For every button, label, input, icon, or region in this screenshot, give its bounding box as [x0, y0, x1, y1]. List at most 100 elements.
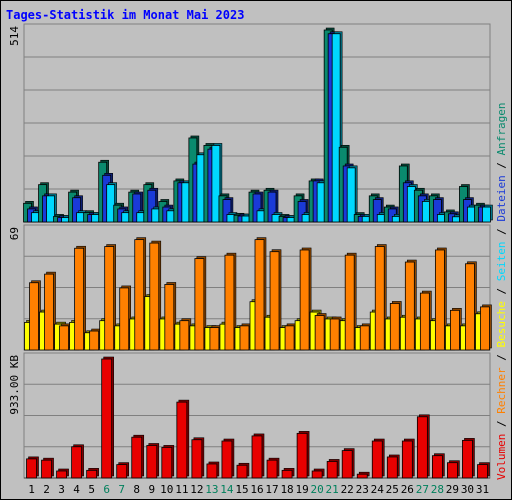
legend-entry-besuche: Besuche	[495, 301, 508, 347]
bar-volumen-day-3	[56, 470, 67, 479]
bar-rechner-day-23	[359, 325, 370, 351]
legend-entry-anfragen: Anfragen	[495, 102, 508, 155]
day-label-30: 30	[461, 483, 474, 496]
bar-volumen-day-10	[161, 446, 173, 479]
bar-volumen-day-24	[371, 440, 383, 479]
bar-volumen-day-29	[447, 462, 458, 479]
day-label-5: 5	[88, 483, 95, 496]
bar-seiten-day-21	[331, 33, 341, 223]
bar-rechner-day-13	[209, 327, 220, 351]
bar-rechner-day-29	[450, 309, 460, 351]
bar-rechner-day-28	[434, 249, 445, 351]
ytick-label-top: 514	[8, 26, 21, 46]
bar-rechner-day-26	[404, 261, 415, 351]
legend-separator: /	[495, 414, 508, 434]
bar-rechner-day-18	[284, 325, 295, 351]
legend-separator: /	[495, 348, 508, 368]
bar-seiten-day-13	[211, 145, 221, 223]
day-label-16: 16	[250, 483, 263, 496]
legend-right: Volumen / Rechner / Besuche / Seiten / D…	[495, 102, 508, 480]
day-label-1: 1	[28, 483, 35, 496]
bar-volumen-day-31	[477, 464, 488, 479]
day-label-4: 4	[73, 483, 80, 496]
bar-rechner-day-25	[389, 303, 400, 351]
bar-rechner-day-7	[119, 287, 130, 351]
bar-rechner-day-27	[419, 292, 430, 351]
day-label-24: 24	[371, 483, 385, 496]
bar-rechner-day-10	[164, 284, 175, 351]
bar-rechner-day-30	[465, 263, 475, 351]
bar-volumen-day-20	[311, 470, 323, 479]
bar-volumen-day-16	[251, 435, 263, 479]
day-label-3: 3	[58, 483, 65, 496]
day-label-18: 18	[280, 483, 293, 496]
day-label-12: 12	[190, 483, 203, 496]
bar-rechner-day-22	[344, 254, 355, 351]
day-label-6: 6	[103, 483, 110, 496]
day-label-2: 2	[43, 483, 50, 496]
day-label-15: 15	[235, 483, 248, 496]
bar-rechner-day-15	[239, 325, 250, 351]
bar-volumen-day-21	[326, 461, 338, 479]
bar-rechner-day-1	[29, 282, 39, 351]
bar-seiten-day-6	[106, 184, 116, 223]
day-label-23: 23	[356, 483, 369, 496]
bar-volumen-day-8	[131, 436, 143, 479]
bar-rechner-day-17	[269, 251, 280, 351]
legend-separator: /	[495, 281, 508, 301]
legend-separator: /	[495, 155, 508, 175]
day-label-25: 25	[386, 483, 399, 496]
bar-rechner-day-3	[59, 325, 69, 351]
bar-rechner-day-5	[89, 330, 100, 351]
day-label-26: 26	[401, 483, 414, 496]
day-label-14: 14	[220, 483, 234, 496]
day-label-20: 20	[311, 483, 324, 496]
ytick-label-mid: 69	[8, 227, 21, 240]
bar-volumen-day-28	[431, 455, 443, 479]
bar-rechner-day-4	[74, 247, 85, 351]
day-label-11: 11	[175, 483, 188, 496]
bar-rechner-day-31	[480, 306, 490, 351]
day-label-8: 8	[133, 483, 140, 496]
legend-entry-seiten: Seiten	[495, 242, 508, 282]
bar-volumen-day-14	[221, 440, 233, 479]
bar-volumen-day-1	[26, 458, 37, 479]
day-label-10: 10	[160, 483, 173, 496]
day-label-29: 29	[446, 483, 459, 496]
day-label-22: 22	[341, 483, 354, 496]
day-label-28: 28	[431, 483, 444, 496]
bar-volumen-day-30	[462, 439, 473, 479]
bar-volumen-day-6	[101, 358, 113, 479]
bar-volumen-day-7	[116, 464, 128, 479]
bar-volumen-day-11	[176, 401, 188, 479]
bar-seiten-day-31	[482, 206, 491, 223]
bar-rechner-day-14	[224, 254, 235, 351]
day-label-13: 13	[205, 483, 218, 496]
bar-rechner-day-11	[179, 320, 190, 351]
bar-rechner-day-12	[194, 258, 205, 351]
day-label-21: 21	[326, 483, 339, 496]
bar-volumen-day-5	[86, 469, 98, 479]
day-label-7: 7	[118, 483, 125, 496]
bar-volumen-day-15	[236, 464, 248, 479]
day-label-27: 27	[416, 483, 429, 496]
bar-volumen-day-18	[281, 469, 293, 479]
day-label-31: 31	[476, 483, 489, 496]
bar-rechner-day-2	[44, 273, 54, 351]
day-label-19: 19	[295, 483, 308, 496]
bar-rechner-day-19	[299, 249, 310, 351]
bar-volumen-day-22	[341, 450, 353, 479]
bar-rechner-day-20	[314, 315, 325, 351]
legend-entry-volumen: Volumen	[495, 434, 508, 480]
bar-volumen-day-12	[191, 439, 203, 479]
ytick-label-bottom: 933.00 KB	[8, 355, 21, 415]
day-label-9: 9	[148, 483, 155, 496]
bar-rechner-day-24	[374, 246, 385, 351]
bar-volumen-day-9	[146, 445, 158, 479]
bar-volumen-day-19	[296, 432, 308, 479]
legend-separator: /	[495, 222, 508, 242]
bar-volumen-day-17	[266, 459, 278, 479]
bar-rechner-day-9	[149, 242, 160, 351]
bar-seiten-day-2	[46, 195, 55, 223]
